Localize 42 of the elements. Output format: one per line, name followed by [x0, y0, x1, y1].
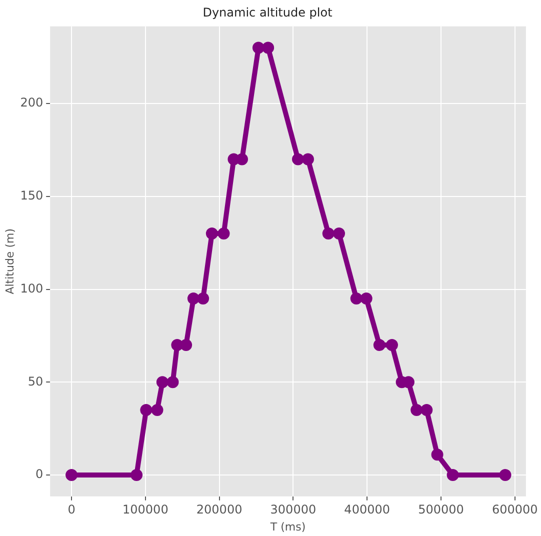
point	[420, 404, 433, 416]
point	[140, 404, 152, 416]
point	[206, 228, 218, 240]
point	[197, 292, 210, 305]
point	[66, 469, 78, 482]
point	[373, 338, 386, 351]
point	[322, 228, 334, 240]
y-axis-title: Altitude (m)	[3, 228, 16, 294]
point	[166, 376, 179, 388]
point	[292, 153, 304, 166]
x-tick-label: 400000	[344, 502, 390, 517]
y-tick-label: 0	[35, 467, 44, 482]
point	[333, 228, 346, 240]
point	[252, 42, 264, 54]
point	[262, 42, 274, 54]
point	[499, 469, 512, 482]
point	[171, 338, 184, 351]
point	[386, 338, 398, 351]
point	[360, 292, 372, 305]
point	[218, 228, 230, 240]
point	[410, 404, 423, 416]
x-tick-label: 300000	[270, 502, 316, 517]
y-tick-label: 50	[28, 374, 44, 388]
x-tick-label: 100000	[122, 502, 168, 517]
y-tick-label: 150	[20, 188, 44, 203]
point	[446, 469, 459, 482]
point	[187, 292, 200, 305]
y-tick-label: 100	[20, 281, 44, 296]
point	[302, 153, 314, 166]
x-tick-label: 500000	[418, 502, 464, 517]
x-tick-label: 600000	[492, 502, 538, 517]
point	[431, 448, 444, 461]
x-axis-title: T (ms)	[269, 520, 306, 534]
point	[350, 292, 362, 305]
point	[151, 404, 164, 416]
x-tick-label: 0	[68, 502, 76, 517]
point	[130, 469, 143, 482]
chart-title: Dynamic altitude plot	[202, 5, 333, 20]
point	[156, 376, 168, 388]
x-tick-label: 200000	[196, 502, 242, 517]
y-tick-label: 200	[20, 96, 44, 110]
point	[180, 338, 192, 351]
